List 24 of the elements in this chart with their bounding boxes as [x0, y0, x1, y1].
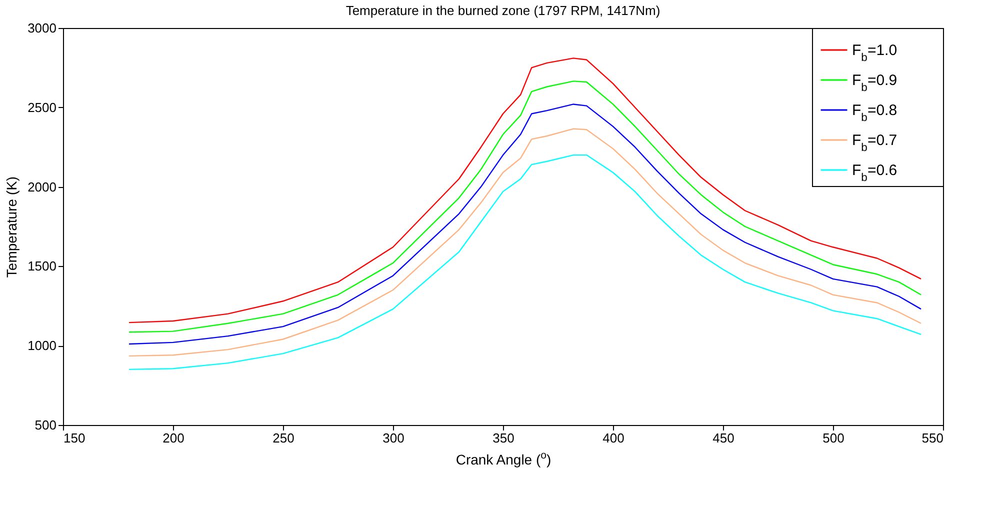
y-tick-label: 500 — [34, 418, 56, 432]
legend-label: F$_{b}$=0.8 — [852, 102, 898, 124]
y-tick-label: 3000 — [28, 20, 56, 36]
legend-label: F$_{b}$=0.9 — [852, 72, 898, 94]
x-tick-label: 500 — [822, 430, 844, 446]
legend-label: F$_{b}$=0.6 — [852, 162, 898, 184]
x-tick-label: 550 — [922, 430, 944, 446]
y-axis-title: Temperature (K) — [4, 176, 20, 278]
legend-label: F$_{b}$=0.7 — [852, 132, 898, 154]
x-tick-label: 400 — [602, 430, 624, 446]
y-tick-label: 1500 — [28, 258, 56, 274]
y-tick-label: 2500 — [28, 100, 56, 115]
legend-label: F$_{b}$=1.0 — [852, 42, 898, 64]
x-tick-label: 250 — [272, 430, 294, 446]
x-tick-label: 350 — [492, 430, 514, 446]
y-tick-label: 2000 — [28, 179, 56, 194]
y-tick-label: 1000 — [28, 338, 56, 354]
x-tick-label: 300 — [382, 430, 404, 446]
x-tick-label: 200 — [162, 430, 184, 446]
line-series — [128, 154, 922, 370]
x-axis-title: Crank Angle ($^{o}$) — [456, 450, 552, 468]
x-tick-label: 150 — [64, 430, 86, 446]
chart-title: Temperature in the burned zone (1797 RPM, 1417Nm) — [346, 3, 660, 18]
x-tick-label: 450 — [712, 430, 734, 446]
